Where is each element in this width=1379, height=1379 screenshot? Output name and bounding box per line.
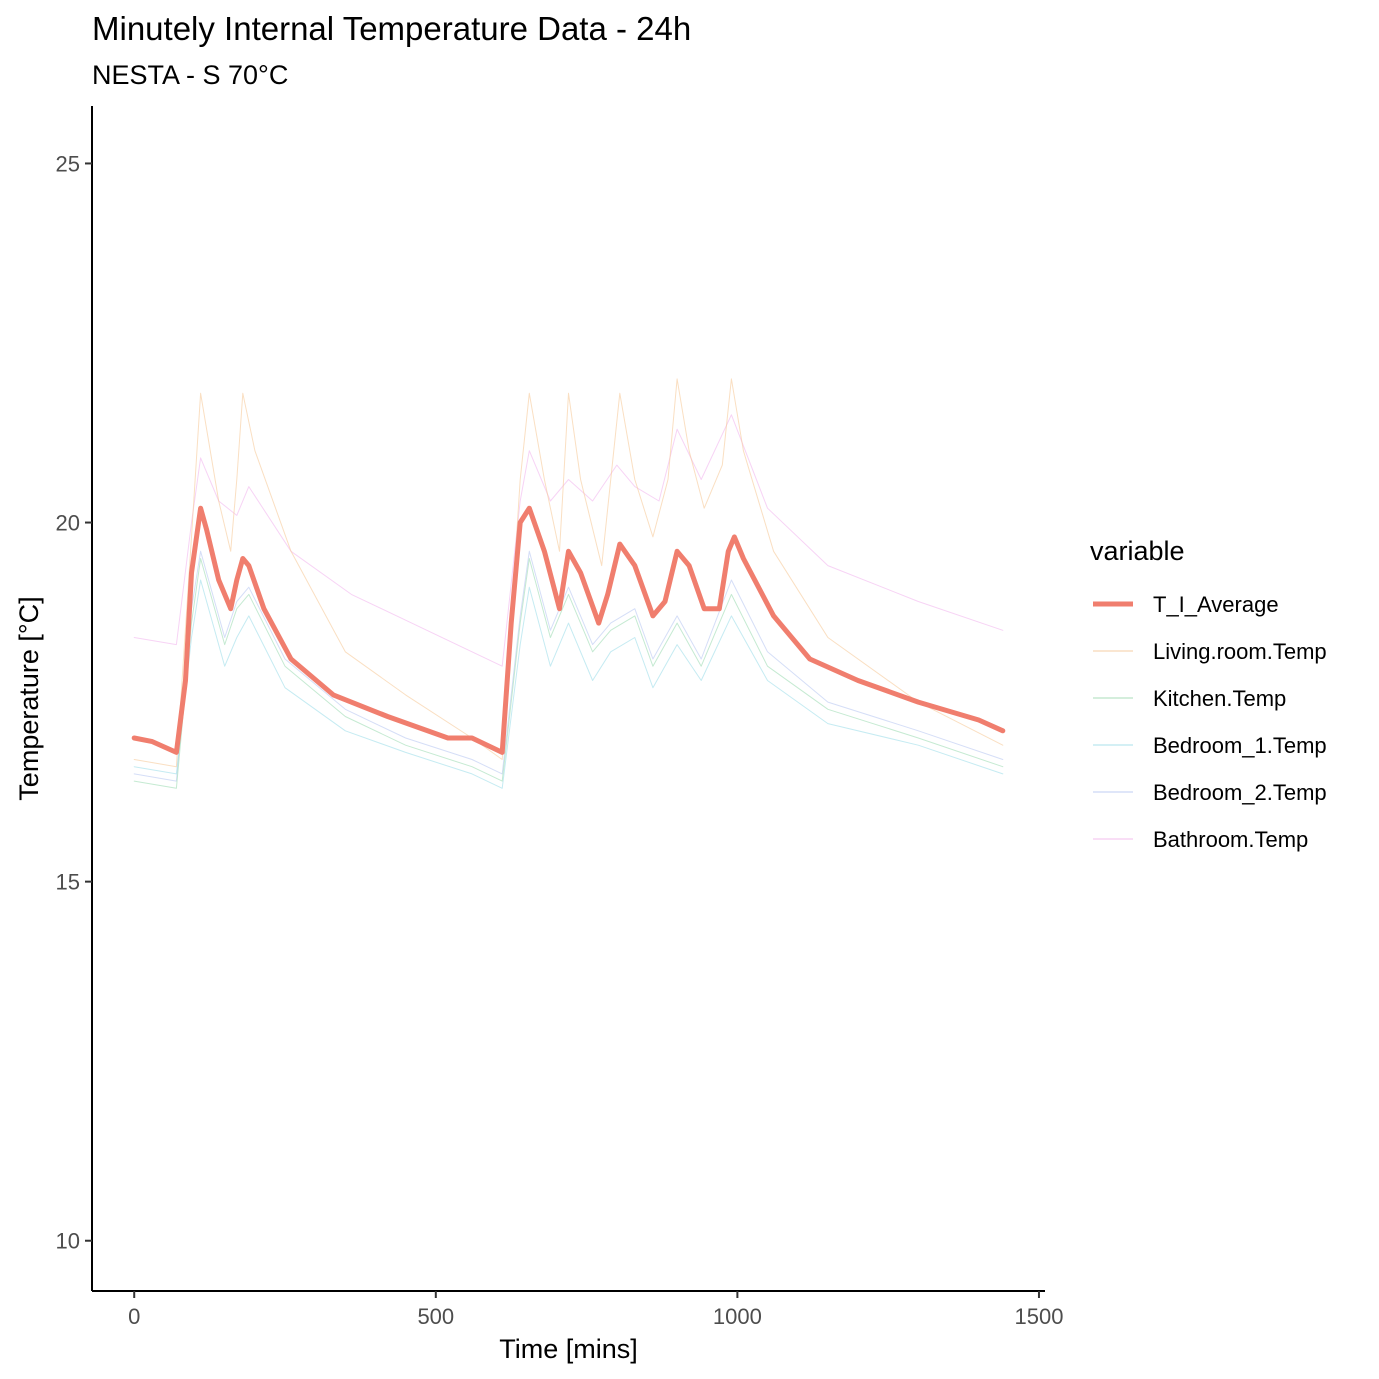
legend-label: Bedroom_1.Temp: [1153, 733, 1327, 758]
y-tick-label: 20: [56, 511, 80, 536]
y-tick-label: 15: [56, 870, 80, 895]
legend-label: Bedroom_2.Temp: [1153, 780, 1327, 805]
chart-subtitle: NESTA - S 70°C: [92, 60, 289, 90]
x-tick-label: 500: [417, 1304, 454, 1329]
legend-label: T_I_Average: [1153, 592, 1279, 617]
legend-label: Living.room.Temp: [1153, 639, 1327, 664]
legend-label: Kitchen.Temp: [1153, 686, 1286, 711]
series-line-kitchen-temp: [133, 558, 1004, 789]
series-line-living-room-temp: [133, 378, 1004, 768]
y-tick-label: 10: [56, 1229, 80, 1254]
series-line-bedroom-2-temp: [133, 550, 1004, 782]
x-tick-label: 1000: [713, 1304, 762, 1329]
series-line-t-i-average: [131, 505, 1006, 755]
x-axis-title: Time [mins]: [499, 1334, 638, 1364]
y-axis-title: Temperature [°C]: [14, 596, 44, 800]
y-axis-ticks: 10 15 20 25: [56, 151, 92, 1254]
series-layer: [131, 378, 1006, 789]
y-tick-label: 25: [56, 151, 80, 176]
series-line-bathroom-temp: [133, 414, 1004, 667]
x-axis-ticks: 0 500 1000 1500: [128, 1291, 1063, 1329]
chart-title: Minutely Internal Temperature Data - 24h: [92, 10, 692, 47]
legend-label: Bathroom.Temp: [1153, 827, 1308, 852]
series-line-bedroom-1-temp: [133, 579, 1004, 789]
x-tick-label: 1500: [1014, 1304, 1063, 1329]
legend-title: variable: [1090, 536, 1185, 566]
legend: variable T_I_Average Living.room.Temp Kitc…: [1090, 536, 1327, 852]
x-tick-label: 0: [128, 1304, 140, 1329]
